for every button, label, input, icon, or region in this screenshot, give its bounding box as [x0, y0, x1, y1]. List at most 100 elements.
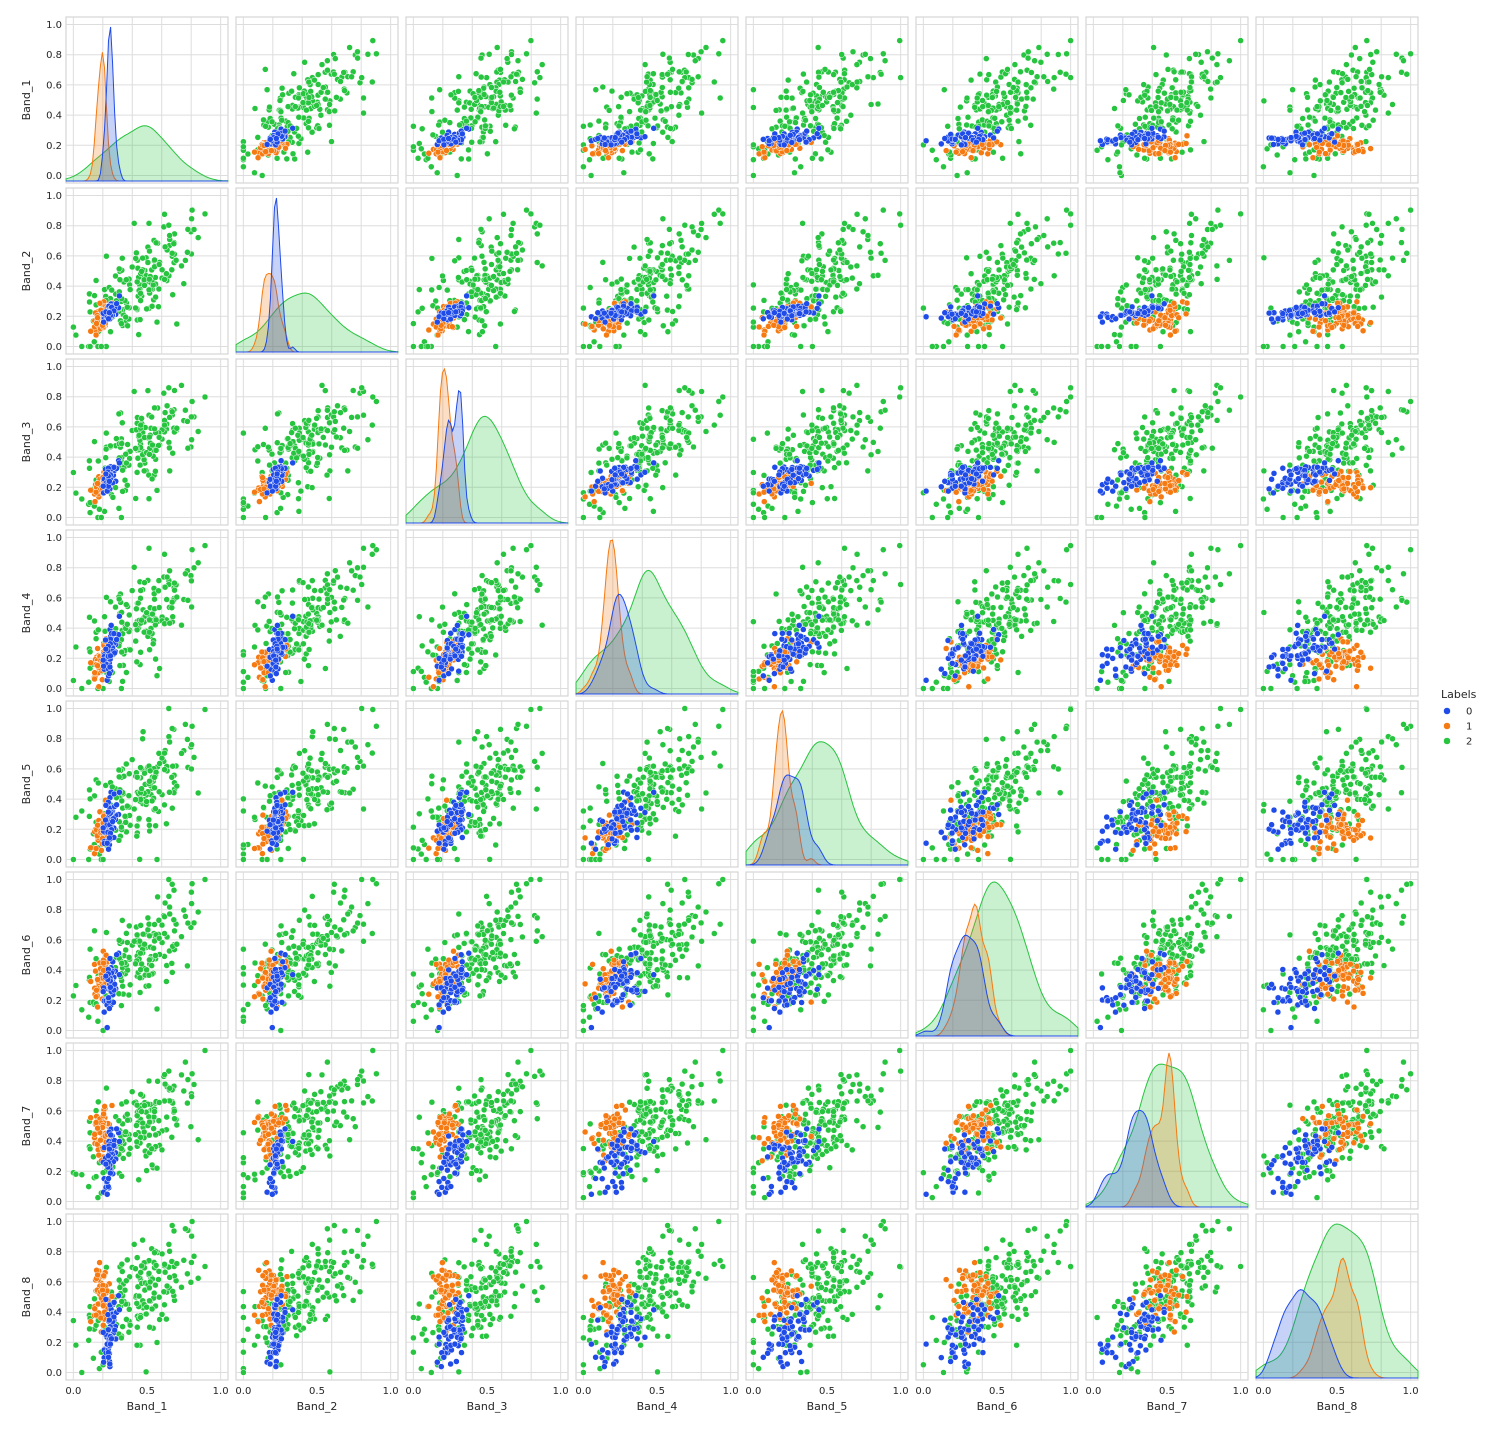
scatter-point-label-2 — [805, 252, 812, 260]
scatter-point-label-2 — [783, 275, 790, 283]
scatter-point-label-2 — [659, 242, 666, 249]
scatter-point-label-2 — [1330, 230, 1337, 238]
scatter-point-label-2 — [617, 113, 625, 121]
scatter-point-label-2 — [820, 313, 828, 321]
scatter-point-label-2 — [817, 155, 825, 163]
scatter-point-label-2 — [136, 461, 144, 469]
scatter-point-label-2 — [152, 468, 159, 475]
scatter-point-label-2 — [1005, 303, 1013, 311]
scatter-point-label-2 — [161, 409, 169, 416]
scatter-point-label-0 — [592, 315, 599, 323]
scatter-point-label-2 — [1014, 299, 1022, 307]
y-tick-label: 1.0 — [46, 191, 62, 202]
scatter-point-label-2 — [1004, 282, 1011, 289]
scatter-point-label-2 — [428, 94, 435, 102]
scatter-point-label-2 — [1056, 239, 1064, 246]
scatter-point-label-2 — [314, 71, 322, 78]
scatter-point-label-2 — [1346, 298, 1353, 305]
scatter-point-label-1 — [1171, 154, 1179, 161]
scatter-point-label-2 — [1183, 282, 1191, 289]
scatter-point-label-2 — [1183, 99, 1191, 106]
scatter-point-label-2 — [364, 436, 372, 443]
subplot-band_2-vs-band_6 — [915, 187, 1079, 355]
scatter-point-label-2 — [1116, 163, 1123, 171]
scatter-point-label-2 — [626, 108, 633, 115]
scatter-point-label-2 — [307, 468, 314, 475]
scatter-point-label-2 — [1279, 343, 1287, 350]
scatter-point-label-2 — [295, 508, 303, 515]
scatter-point-label-2 — [1335, 240, 1342, 247]
scatter-point-label-2 — [983, 91, 990, 99]
scatter-point-label-2 — [941, 86, 948, 93]
scatter-point-label-2 — [782, 106, 790, 114]
scatter-point-label-2 — [1324, 343, 1331, 350]
scatter-point-label-2 — [1207, 85, 1214, 93]
scatter-point-label-0 — [106, 309, 113, 316]
scatter-point-label-2 — [1170, 68, 1178, 76]
scatter-point-label-2 — [800, 70, 807, 78]
scatter-point-label-2 — [1004, 320, 1011, 328]
scatter-point-label-2 — [1104, 343, 1112, 350]
scatter-point-label-2 — [719, 210, 727, 218]
scatter-point-label-2 — [358, 384, 365, 392]
scatter-point-label-2 — [1172, 290, 1180, 298]
scatter-point-label-2 — [1050, 74, 1058, 81]
scatter-point-label-2 — [1373, 226, 1380, 233]
scatter-point-label-1 — [1306, 141, 1313, 148]
scatter-point-label-2 — [1356, 55, 1363, 62]
scatter-point-label-2 — [849, 274, 856, 282]
scatter-point-label-2 — [608, 87, 616, 95]
scatter-point-label-2 — [1338, 79, 1346, 87]
scatter-point-label-0 — [594, 135, 602, 142]
scatter-point-label-2 — [652, 276, 660, 284]
scatter-point-label-2 — [1344, 76, 1352, 83]
scatter-point-label-2 — [675, 68, 683, 76]
scatter-point-label-2 — [864, 73, 872, 81]
scatter-point-label-2 — [1017, 230, 1024, 238]
scatter-point-label-0 — [289, 125, 296, 132]
scatter-point-label-2 — [957, 103, 964, 111]
scatter-point-label-1 — [1309, 328, 1317, 335]
scatter-point-label-0 — [113, 300, 120, 307]
scatter-point-label-2 — [314, 407, 322, 414]
scatter-point-label-2 — [1017, 292, 1024, 299]
scatter-point-label-1 — [1183, 299, 1191, 307]
scatter-point-label-2 — [1372, 106, 1379, 114]
scatter-point-label-2 — [837, 308, 844, 315]
scatter-point-label-0 — [1287, 134, 1295, 141]
scatter-point-label-2 — [586, 156, 593, 163]
scatter-point-label-0 — [787, 132, 794, 139]
scatter-point-label-2 — [240, 143, 247, 151]
scatter-point-label-2 — [1260, 97, 1268, 105]
scatter-point-label-2 — [835, 239, 842, 247]
scatter-point-label-2 — [152, 447, 160, 454]
scatter-point-label-2 — [369, 421, 376, 429]
scatter-point-label-2 — [1186, 255, 1194, 262]
scatter-point-label-2 — [123, 276, 130, 283]
scatter-point-label-2 — [478, 252, 486, 260]
scatter-point-label-2 — [1330, 94, 1337, 101]
scatter-point-label-0 — [788, 139, 796, 146]
scatter-point-label-2 — [1342, 275, 1350, 283]
scatter-point-label-2 — [1200, 236, 1208, 243]
scatter-point-label-2 — [155, 303, 162, 310]
scatter-point-label-2 — [146, 247, 153, 255]
scatter-point-label-2 — [278, 84, 286, 92]
scatter-point-label-2 — [675, 387, 683, 394]
scatter-point-label-2 — [354, 54, 361, 62]
scatter-point-label-2 — [1133, 297, 1141, 305]
scatter-point-label-2 — [130, 220, 138, 227]
scatter-point-label-1 — [595, 150, 602, 157]
scatter-point-label-2 — [536, 221, 544, 229]
scatter-point-label-2 — [1338, 223, 1346, 231]
scatter-point-label-2 — [1376, 89, 1384, 96]
scatter-point-label-2 — [1369, 303, 1377, 311]
scatter-point-label-2 — [1031, 57, 1038, 64]
scatter-point-label-1 — [1340, 322, 1348, 329]
scatter-point-label-2 — [985, 255, 993, 262]
scatter-point-label-2 — [647, 286, 654, 294]
scatter-point-label-2 — [1136, 115, 1143, 122]
scatter-point-label-2 — [279, 91, 286, 99]
scatter-point-label-2 — [364, 51, 372, 58]
scatter-point-label-2 — [472, 70, 480, 77]
